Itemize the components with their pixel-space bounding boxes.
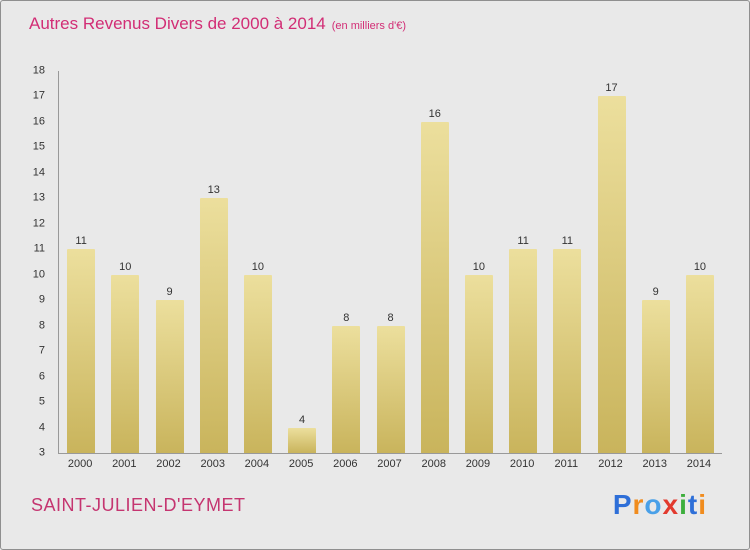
bar-column: 11 — [545, 71, 589, 453]
bar-value-label: 10 — [119, 260, 132, 273]
x-axis-label: 2011 — [554, 458, 579, 470]
bar — [332, 325, 361, 453]
x-axis-label: 2004 — [244, 458, 270, 470]
x-axis-label: 2006 — [333, 458, 358, 470]
bar-column: 9 — [634, 71, 678, 453]
y-axis-label: 12 — [32, 217, 45, 230]
bar-value-label: 11 — [561, 235, 574, 248]
logo-letter: r — [632, 489, 645, 520]
bar — [685, 274, 714, 453]
y-axis: 3 4 5 6 7 8 9 10 11 12 13 14 15 16 17 18 — [1, 65, 53, 458]
bar-column: 16 — [413, 71, 457, 453]
logo-letter: P — [612, 489, 633, 520]
plot-area: 11 10 9 13 10 4 8 8 16 10 11 11 17 9 10 — [58, 71, 722, 454]
bar-column: 17 — [589, 71, 633, 453]
bar — [464, 274, 493, 453]
x-axis-label: 2003 — [200, 458, 225, 470]
y-axis-label: 13 — [32, 191, 45, 204]
x-axis-label: 2005 — [288, 458, 314, 470]
bar-column: 13 — [192, 71, 236, 453]
x-axis-label: 2008 — [421, 458, 446, 470]
bar — [199, 198, 228, 453]
bar — [67, 249, 96, 453]
x-axis-label: 2010 — [509, 458, 535, 470]
bar-column: 8 — [324, 71, 368, 453]
y-axis-label: 10 — [32, 268, 45, 281]
x-axis-label: 2009 — [465, 458, 491, 470]
x-axis-label: 2012 — [598, 458, 623, 470]
bar-value-label: 11 — [75, 235, 87, 248]
y-axis-label: 9 — [38, 293, 45, 306]
location-label: SAINT-JULIEN-D'EYMET — [31, 495, 246, 515]
y-axis-label: 17 — [32, 89, 45, 102]
y-axis-label: 11 — [33, 242, 45, 255]
bar-value-label: 8 — [387, 311, 394, 324]
y-axis-label: 16 — [32, 115, 45, 128]
bar — [155, 300, 184, 453]
bar-value-label: 9 — [652, 286, 659, 299]
y-axis-label: 4 — [38, 421, 45, 434]
bar — [509, 249, 538, 453]
logo-letter: t — [687, 489, 699, 520]
chart-title: Autres Revenus Divers de 2000 à 2014 — [29, 14, 326, 33]
proxiti-logo: Proxiti — [613, 489, 707, 521]
y-axis-label: 8 — [38, 319, 45, 332]
logo-letter: o — [644, 489, 663, 520]
bar — [111, 274, 140, 453]
x-axis-label: 2000 — [67, 458, 93, 470]
x-axis: 2000 2001 2002 2003 2004 2005 2006 2007 2008 2009… — [58, 458, 721, 470]
bar-column: 10 — [103, 71, 147, 453]
chart-title-row: Autres Revenus Divers de 2000 à 2014 (en … — [29, 14, 406, 34]
bar — [641, 300, 670, 453]
bar — [420, 121, 449, 453]
bar-value-label: 10 — [251, 260, 265, 273]
logo-letter: i — [679, 489, 688, 520]
bar-value-label: 4 — [299, 413, 306, 426]
x-axis-label: 2002 — [156, 458, 181, 470]
y-axis-label: 6 — [38, 370, 45, 383]
y-axis-label: 14 — [32, 166, 45, 179]
x-axis-label: 2014 — [686, 458, 712, 470]
bar-value-label: 17 — [605, 82, 618, 95]
bar-column: 10 — [457, 71, 501, 453]
bar-value-label: 16 — [428, 107, 441, 120]
bar — [288, 427, 317, 453]
bar-column: 10 — [678, 71, 722, 453]
bar-column: 8 — [368, 71, 412, 453]
bar — [553, 249, 582, 453]
bar — [243, 274, 272, 453]
x-axis-label: 2001 — [112, 458, 137, 470]
y-axis-label: 5 — [38, 395, 45, 408]
bar-value-label: 8 — [343, 311, 350, 324]
bar-column: 11 — [501, 71, 545, 453]
y-axis-label: 3 — [38, 446, 45, 459]
bar-column: 10 — [236, 71, 280, 453]
bar-column: 9 — [147, 71, 191, 453]
bar-column: 11 — [59, 71, 103, 453]
chart-subtitle: (en milliers d'€) — [331, 20, 406, 32]
y-axis-label: 18 — [32, 64, 45, 77]
x-axis-label: 2007 — [377, 458, 402, 470]
bar-value-label: 13 — [207, 184, 220, 197]
bar-column: 4 — [280, 71, 324, 453]
y-axis-label: 15 — [32, 140, 45, 153]
bars-container: 11 10 9 13 10 4 8 8 16 10 11 11 17 9 10 — [59, 71, 722, 453]
bar-value-label: 11 — [517, 235, 529, 248]
bar-value-label: 9 — [166, 286, 173, 299]
logo-letter: i — [698, 489, 707, 520]
y-axis-label: 7 — [38, 344, 45, 357]
bar — [597, 96, 626, 453]
bar — [376, 325, 405, 453]
bar-value-label: 10 — [693, 260, 707, 273]
logo-letter: x — [662, 489, 680, 520]
x-axis-label: 2013 — [642, 458, 667, 470]
bar-value-label: 10 — [472, 260, 486, 273]
